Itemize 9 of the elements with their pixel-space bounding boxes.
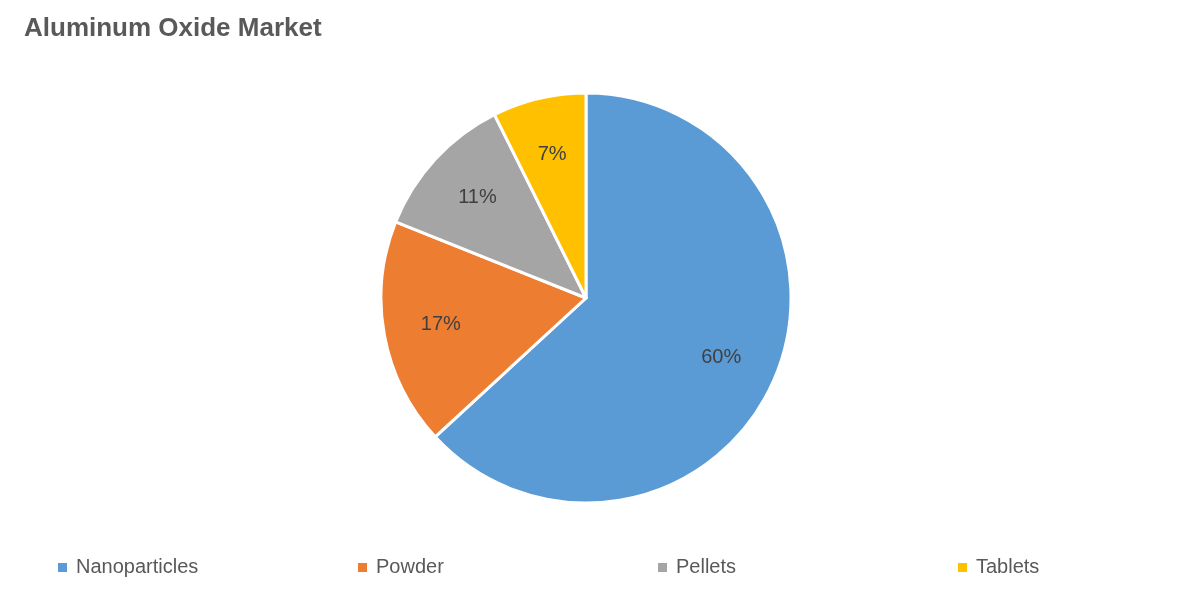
legend-label: Nanoparticles — [76, 555, 199, 578]
data-label: 7% — [537, 141, 567, 164]
data-label: 11% — [458, 185, 497, 208]
legend-label: Tablets — [976, 555, 1040, 578]
data-label: 60% — [701, 344, 742, 367]
legend-label: Powder — [376, 555, 445, 578]
chart-title: Aluminum Oxide Market — [24, 12, 322, 42]
data-label: 17% — [420, 311, 462, 334]
legend-label: Pellets — [676, 555, 737, 578]
